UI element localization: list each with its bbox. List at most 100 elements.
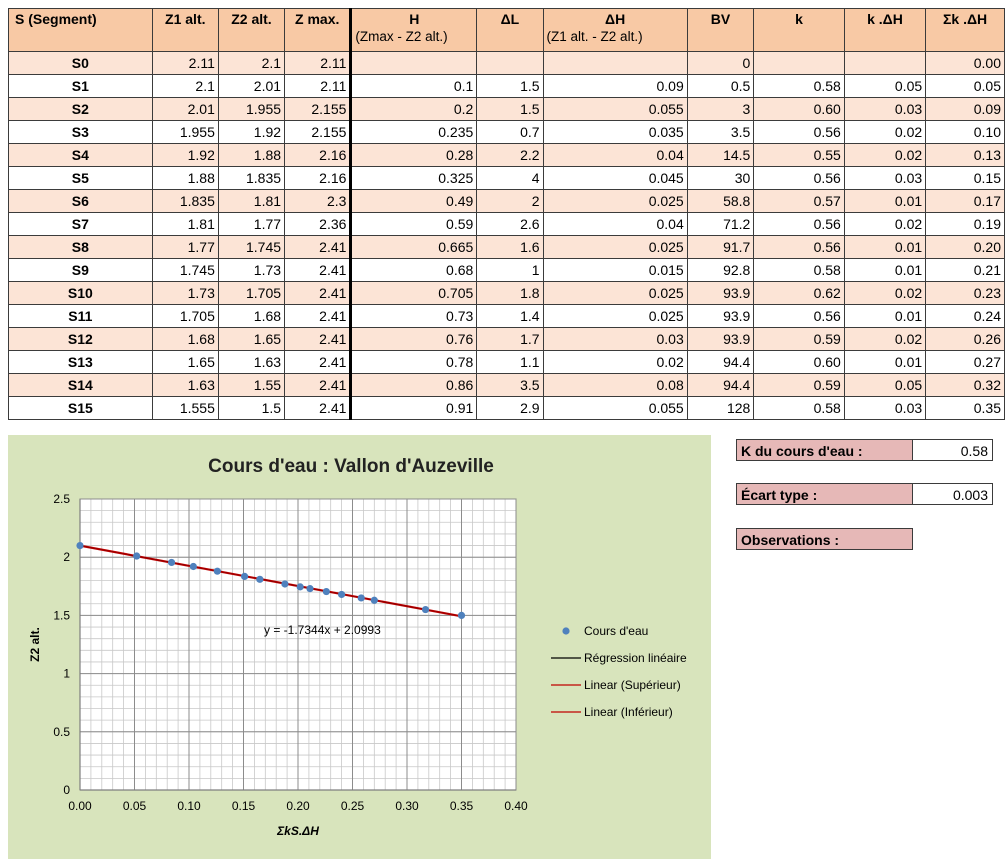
table-cell[interactable]: 93.9 [686,304,755,328]
table-cell[interactable]: 94.4 [686,350,755,374]
data-point[interactable] [281,580,289,588]
segment-cell[interactable]: S1 [8,74,153,98]
table-cell[interactable]: 2.11 [284,74,353,98]
table-cell[interactable]: 2.1 [151,74,219,98]
segment-cell[interactable]: S14 [8,373,153,397]
data-point[interactable] [357,594,365,602]
table-cell[interactable]: 1.63 [217,350,286,374]
table-cell[interactable] [843,51,927,75]
table-cell[interactable]: 0.56 [753,235,845,259]
table-cell[interactable]: 0.24 [925,304,1005,328]
column-header[interactable]: ΔH (Z1 alt. - Z2 alt.) [542,8,688,52]
table-cell[interactable]: 93.9 [686,281,755,305]
table-cell[interactable]: 0.055 [542,396,688,420]
table-cell[interactable]: 2.41 [284,327,353,351]
table-cell[interactable]: 0.10 [925,120,1005,144]
table-cell[interactable]: 1.4 [476,304,544,328]
table-cell[interactable]: 0.20 [925,235,1005,259]
table-cell[interactable]: 0.025 [542,235,688,259]
table-cell[interactable]: 1.7 [476,327,544,351]
segment-cell[interactable]: S5 [8,166,153,190]
table-cell[interactable]: 0.01 [843,258,927,282]
table-cell[interactable]: 1.835 [151,189,219,213]
table-cell[interactable]: 1.65 [151,350,219,374]
table-cell[interactable]: 0.025 [542,189,688,213]
table-cell[interactable]: 0.01 [843,235,927,259]
table-cell[interactable]: 0.00 [925,51,1005,75]
column-header[interactable]: Z1 alt. [151,8,219,52]
table-cell[interactable]: 0.58 [753,74,845,98]
segment-cell[interactable]: S13 [8,350,153,374]
segment-cell[interactable]: S12 [8,327,153,351]
data-point[interactable] [133,552,141,560]
data-point[interactable] [421,605,430,614]
table-cell[interactable]: 1.81 [217,189,286,213]
segment-cell[interactable]: S7 [8,212,153,236]
table-cell[interactable]: 0.235 [350,120,478,144]
column-header[interactable]: S (Segment) [8,8,153,52]
table-cell[interactable]: 0.59 [350,212,478,236]
table-cell[interactable]: 0.02 [843,120,927,144]
table-cell[interactable]: 2.9 [476,396,544,420]
table-cell[interactable] [542,51,688,75]
table-cell[interactable]: 0.26 [925,327,1005,351]
data-point[interactable] [213,567,221,575]
column-header[interactable]: k .ΔH [843,8,927,52]
table-cell[interactable]: 0.705 [350,281,478,305]
data-point[interactable] [167,558,176,567]
table-cell[interactable]: 0.68 [350,258,478,282]
table-cell[interactable]: 2.41 [284,304,353,328]
table-cell[interactable]: 2.155 [284,120,353,144]
table-cell[interactable]: 3 [686,97,755,121]
table-cell[interactable]: 0.62 [753,281,845,305]
table-cell[interactable]: 93.9 [686,327,755,351]
table-cell[interactable]: 0.56 [753,166,845,190]
table-cell[interactable]: 1.835 [217,166,286,190]
table-cell[interactable]: 4 [476,166,544,190]
table-cell[interactable]: 2.41 [284,258,353,282]
table-cell[interactable]: 0.23 [925,281,1005,305]
table-cell[interactable]: 2.36 [284,212,353,236]
table-cell[interactable]: 0.56 [753,212,845,236]
table-cell[interactable]: 0.01 [843,189,927,213]
table-cell[interactable]: 0.02 [843,212,927,236]
chart-panel[interactable]: 0.00 0.05 0.10 0.15 0.20 0.25 0.30 0.35 0.40 0 0.5… [8,435,711,859]
table-cell[interactable]: 2.6 [476,212,544,236]
segment-cell[interactable]: S3 [8,120,153,144]
table-cell[interactable]: 0.91 [350,396,478,420]
table-cell[interactable]: 71.2 [686,212,755,236]
table-cell[interactable]: 0.49 [350,189,478,213]
table-cell[interactable] [350,51,478,75]
table-cell[interactable]: 0.04 [542,143,688,167]
table-cell[interactable]: 0 [686,51,755,75]
table-cell[interactable]: 0.60 [753,350,845,374]
table-cell[interactable]: 0.13 [925,143,1005,167]
table-cell[interactable]: 2.41 [284,235,353,259]
table-cell[interactable]: 1.92 [217,120,286,144]
segment-cell[interactable]: S0 [8,51,153,75]
table-cell[interactable]: 0.02 [843,327,927,351]
table-cell[interactable]: 0.27 [925,350,1005,374]
table-cell[interactable]: 58.8 [686,189,755,213]
table-cell[interactable]: 2.41 [284,281,353,305]
table-cell[interactable]: 1.55 [217,373,286,397]
table-cell[interactable]: 3.5 [476,373,544,397]
table-cell[interactable]: 0.17 [925,189,1005,213]
table-cell[interactable]: 1.745 [217,235,286,259]
data-point[interactable] [256,575,264,583]
table-cell[interactable]: 1.705 [151,304,219,328]
data-point[interactable] [306,585,314,593]
table-cell[interactable]: 2.16 [284,143,353,167]
segment-cell[interactable]: S15 [8,396,153,420]
table-cell[interactable]: 0.5 [686,74,755,98]
table-cell[interactable]: 0.03 [542,327,688,351]
segment-cell[interactable]: S10 [8,281,153,305]
table-cell[interactable]: 1.705 [217,281,286,305]
table-cell[interactable]: 0.035 [542,120,688,144]
table-cell[interactable]: 0.09 [542,74,688,98]
table-cell[interactable]: 1.88 [217,143,286,167]
k-value[interactable]: 0.58 [912,439,993,461]
table-cell[interactable]: 0.09 [925,97,1005,121]
legend-label[interactable]: Régression linéaire [584,651,687,665]
table-cell[interactable]: 0.025 [542,304,688,328]
